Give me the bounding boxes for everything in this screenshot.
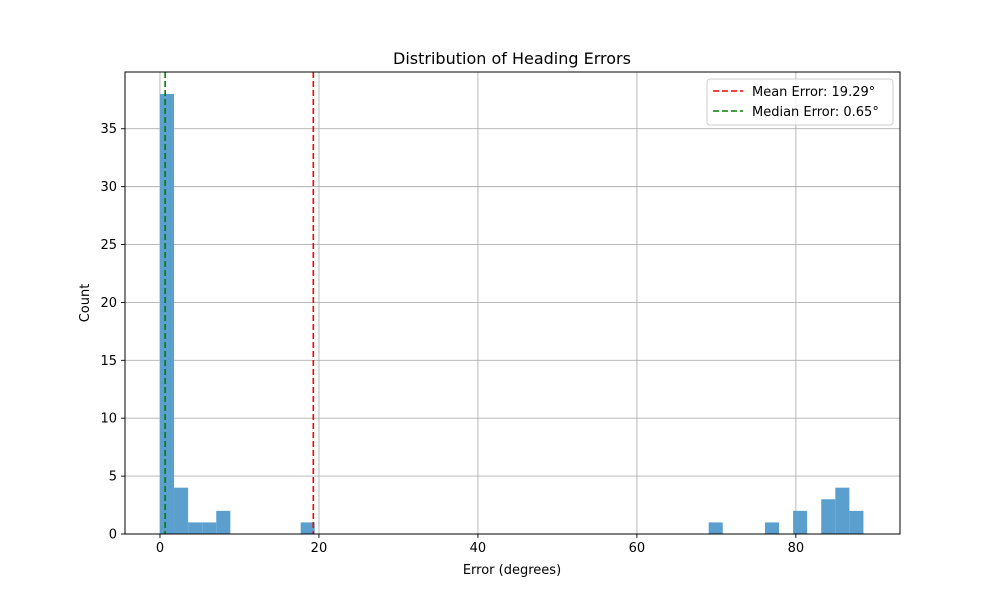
y-tick-label: 25 bbox=[100, 238, 117, 253]
x-tick-label: 80 bbox=[788, 541, 805, 556]
histogram-bar bbox=[835, 487, 850, 534]
histogram-bar bbox=[202, 522, 217, 534]
histogram-bar bbox=[764, 522, 780, 534]
x-tick-label: 40 bbox=[470, 541, 487, 556]
x-axis-label: Error (degrees) bbox=[463, 563, 561, 578]
plot-frame bbox=[124, 71, 901, 535]
x-tick-label: 20 bbox=[311, 541, 328, 556]
x-tick-label: 60 bbox=[629, 541, 646, 556]
y-tick-label: 30 bbox=[100, 180, 117, 195]
histogram-bar bbox=[821, 499, 836, 534]
reference-lines bbox=[164, 72, 315, 534]
y-tick-label: 0 bbox=[109, 528, 117, 543]
y-tick-label: 5 bbox=[109, 470, 117, 485]
y-tick-label: 20 bbox=[100, 296, 117, 311]
y-tick-label: 10 bbox=[100, 412, 117, 427]
x-axis-ticks: 0 20 40 60 80 bbox=[156, 534, 804, 556]
y-tick-label: 15 bbox=[100, 354, 117, 369]
histogram-bar bbox=[300, 522, 315, 534]
plot-area-background bbox=[125, 72, 900, 534]
histogram-bar bbox=[174, 487, 189, 534]
histogram-bars bbox=[159, 94, 864, 534]
legend: Mean Error: 19.29° Median Error: 0.65° bbox=[706, 78, 894, 126]
y-axis-label: Count bbox=[78, 284, 93, 323]
legend-median-label: Median Error: 0.65° bbox=[752, 105, 879, 120]
chart-title: Distribution of Heading Errors bbox=[393, 49, 631, 68]
y-axis-ticks: 0 5 10 15 20 25 30 35 bbox=[100, 122, 125, 543]
histogram-bar bbox=[159, 94, 175, 534]
histogram-bar bbox=[188, 522, 203, 534]
legend-box bbox=[706, 78, 894, 126]
y-tick-label: 35 bbox=[100, 122, 117, 137]
histogram-bar bbox=[849, 510, 864, 534]
legend-mean-label: Mean Error: 19.29° bbox=[752, 85, 875, 100]
histogram-bar bbox=[793, 510, 808, 534]
histogram-bar bbox=[708, 522, 723, 534]
histogram-bar bbox=[216, 510, 231, 534]
x-tick-label: 0 bbox=[156, 541, 164, 556]
